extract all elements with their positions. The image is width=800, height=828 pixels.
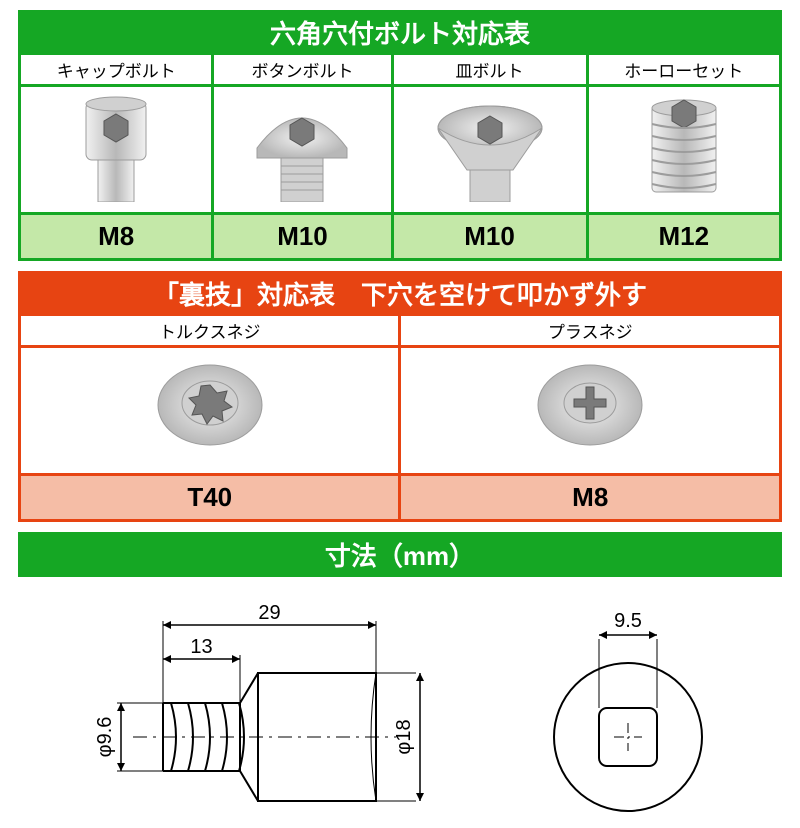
svg-text:9.5: 9.5 xyxy=(614,610,642,632)
bolt-size-value: M8 xyxy=(20,214,213,260)
bolt-type-label: ホーローセット xyxy=(587,54,780,86)
dimensions-diagram: 29 13 φ9.6 φ18 9.5 xyxy=(18,587,782,823)
torx-bolt-icon xyxy=(20,347,400,475)
set-bolt-icon xyxy=(587,86,780,214)
bolt-type-label: ボタンボルト xyxy=(213,54,392,86)
svg-text:29: 29 xyxy=(258,602,280,624)
trick-compat-table: 「裏技」対応表 下穴を空けて叩かず外す トルクスネジプラスネジ T40M8 xyxy=(18,271,782,522)
bolt-size-value: M10 xyxy=(213,214,392,260)
dimensions-title: 寸法（mm） xyxy=(20,534,781,576)
bolt-type-label: トルクスネジ xyxy=(20,315,400,347)
bolt-type-label: キャップボルト xyxy=(20,54,213,86)
phillips-bolt-icon xyxy=(400,347,781,475)
bolt-size-value: M10 xyxy=(392,214,587,260)
cap-bolt-icon xyxy=(20,86,213,214)
bolt-type-label: 皿ボルト xyxy=(392,54,587,86)
tableB-title: 「裏技」対応表 下穴を空けて叩かず外す xyxy=(20,273,781,315)
svg-text:φ9.6: φ9.6 xyxy=(94,717,116,758)
tableA-title: 六角穴付ボルト対応表 xyxy=(20,12,781,54)
hex-bolt-compat-table: 六角穴付ボルト対応表 キャップボルトボタンボルト皿ボルトホーローセット xyxy=(18,10,782,261)
button-bolt-icon xyxy=(213,86,392,214)
bolt-size-value: M12 xyxy=(587,214,780,260)
bolt-type-label: プラスネジ xyxy=(400,315,781,347)
bolt-size-value: M8 xyxy=(400,475,781,521)
dimensions-header-table: 寸法（mm） xyxy=(18,532,782,577)
svg-text:13: 13 xyxy=(190,636,212,658)
bolt-size-value: T40 xyxy=(20,475,400,521)
flat-bolt-icon xyxy=(392,86,587,214)
svg-text:φ18: φ18 xyxy=(393,719,415,754)
